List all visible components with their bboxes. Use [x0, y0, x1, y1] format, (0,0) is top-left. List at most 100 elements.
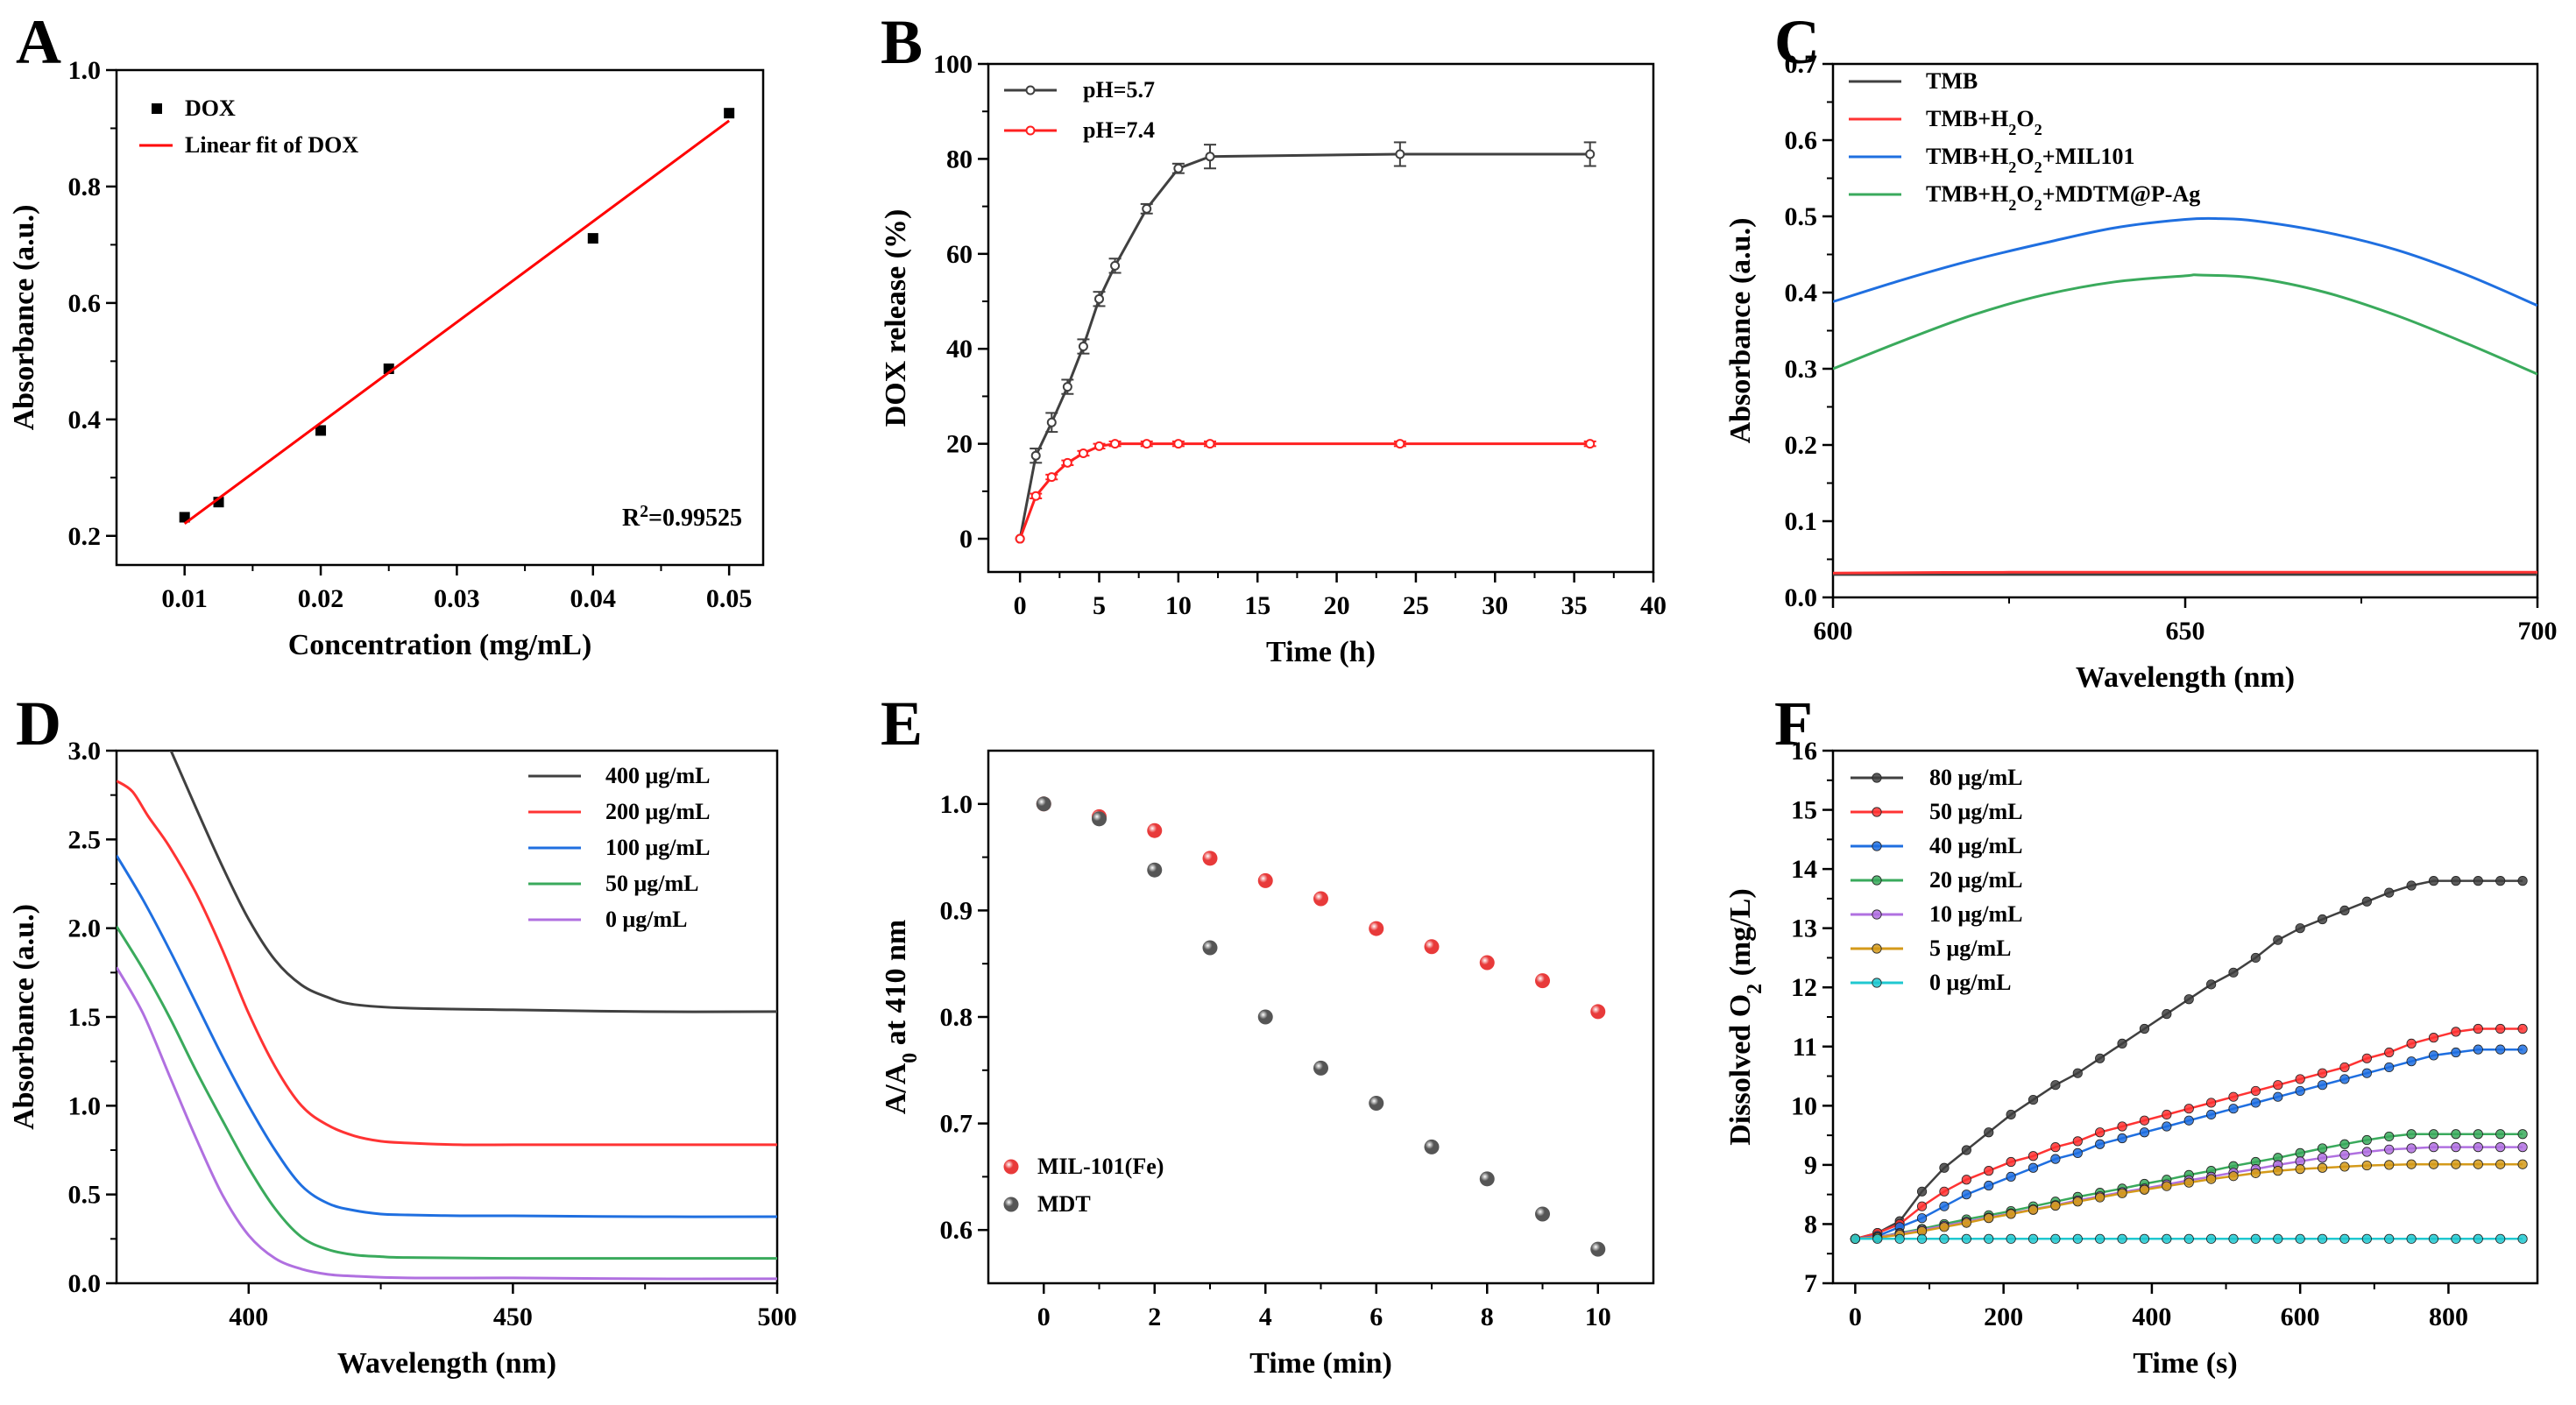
data-point	[2317, 1068, 2328, 1078]
series-tmb-h2o2-mdtm-p-ag	[1833, 273, 2537, 376]
data-point	[1202, 940, 1218, 956]
series-dox	[179, 108, 735, 523]
x-axis-title: Time (s)	[2133, 1347, 2237, 1380]
x-tick-label: 600	[1814, 617, 1853, 646]
data-point	[1850, 1233, 1860, 1244]
x-tick-label: 0.02	[298, 584, 344, 613]
data-point	[2451, 1129, 2461, 1140]
legend-label: MDT	[1037, 1191, 1091, 1217]
series-0-g-ml	[117, 966, 777, 1281]
data-point	[2339, 1161, 2350, 1172]
x-axis-title: Wavelength (nm)	[337, 1347, 556, 1380]
data-point	[2361, 1147, 2372, 1157]
y-tick-label: 20	[946, 430, 973, 459]
legend-label: 0 μg/mL	[1929, 970, 2011, 995]
data-point	[2495, 1142, 2506, 1153]
data-point	[2473, 1142, 2483, 1153]
plot-area	[1015, 141, 1596, 544]
data-point	[1894, 1233, 1905, 1244]
data-point	[2295, 1074, 2305, 1084]
y-tick-label: 0.3	[1785, 355, 1818, 384]
data-point	[2295, 1233, 2305, 1244]
data-point	[2162, 1109, 2172, 1120]
y-tick-label: 0.0	[68, 1269, 102, 1298]
text-span: 2	[2035, 196, 2042, 214]
data-point	[2406, 880, 2417, 891]
data-point	[2206, 1174, 2217, 1184]
text-span: Dissolved O	[1724, 994, 1757, 1146]
legend-marker	[1872, 909, 1882, 920]
data-point	[1092, 811, 1107, 827]
data-point	[1142, 439, 1152, 449]
legend: MIL-101(Fe) MDT	[1003, 1154, 1164, 1217]
x-tick-label: 10	[1585, 1303, 1611, 1331]
data-point	[1313, 891, 1328, 907]
data-point	[1202, 851, 1218, 866]
data-point	[1916, 1186, 1928, 1197]
axes-frame	[1831, 749, 2539, 1285]
data-point	[2295, 1085, 2305, 1097]
y-tick-label: 16	[1791, 737, 1817, 766]
data-point	[1147, 823, 1163, 838]
plot-area	[1850, 876, 2528, 1244]
data-point	[2339, 1139, 2350, 1149]
data-point	[2028, 1151, 2039, 1161]
series-ph-7-4	[1015, 439, 1596, 544]
data-point	[1590, 1241, 1606, 1257]
legend-marker	[1025, 85, 1036, 95]
axes-frame	[115, 68, 765, 567]
y-tick-label: 8	[1804, 1210, 1817, 1239]
data-point	[2317, 1233, 2328, 1244]
y-tick-label: 10	[1791, 1091, 1817, 1120]
data-point	[2428, 876, 2439, 886]
text-span: 0	[899, 1053, 922, 1063]
panel-letter-d: D	[16, 688, 61, 759]
data-point	[2228, 1091, 2239, 1102]
legend-label: pH=7.4	[1083, 117, 1155, 143]
data-point	[1062, 382, 1072, 392]
data-point	[2339, 1074, 2350, 1084]
data-point	[2495, 1044, 2506, 1055]
data-point	[2361, 1134, 2372, 1146]
data-point	[587, 233, 598, 244]
data-point	[2428, 1050, 2439, 1061]
data-point	[2406, 1129, 2417, 1140]
x-tick-label: 200	[1984, 1303, 2023, 1331]
data-point	[2050, 1200, 2061, 1211]
y-axis-title: Absorbance (a.u.)	[8, 904, 40, 1130]
series-ph-5-7	[1015, 141, 1596, 544]
data-point	[2228, 967, 2239, 978]
data-point	[2273, 1091, 2283, 1102]
data-point	[1961, 1145, 1971, 1155]
data-point	[2206, 1098, 2217, 1108]
legend-label: 50 μg/mL	[605, 871, 698, 896]
series-line	[1833, 570, 2537, 575]
data-point	[1535, 1206, 1550, 1222]
data-point	[1916, 1233, 1928, 1244]
text-span: 2	[2008, 196, 2016, 214]
x-tick-label: 600	[2281, 1303, 2320, 1331]
data-point	[2339, 1062, 2350, 1073]
data-point	[2317, 1143, 2328, 1154]
y-tick-label: 0.2	[1785, 431, 1818, 460]
data-point	[2183, 1233, 2194, 1244]
legend: DOX Linear fit of DOX	[139, 95, 358, 158]
plot-area	[1036, 796, 1606, 1257]
text-span: =0.99525	[648, 505, 742, 532]
data-point	[2517, 1129, 2528, 1140]
x-tick-label: 15	[1244, 591, 1270, 620]
data-point	[2072, 1197, 2083, 1207]
x-tick-label: 400	[229, 1303, 268, 1331]
panel-a: A 0.01 0.02 0.03 0.04 0.05 0.2 0.4 0.6 0.8 1.0 Conc…	[8, 7, 765, 661]
data-point	[1078, 448, 1088, 458]
data-point	[2095, 1233, 2105, 1244]
legend-marker	[1872, 943, 1882, 954]
data-point	[1046, 472, 1057, 483]
series-line	[1833, 216, 2537, 307]
data-point	[2072, 1068, 2083, 1078]
y-tick-label: 40	[946, 335, 973, 364]
data-point	[1030, 491, 1041, 501]
x-tick-label: 8	[1481, 1303, 1494, 1331]
r-squared-annotation: R2=0.99525	[622, 503, 742, 533]
data-point	[2317, 914, 2328, 925]
